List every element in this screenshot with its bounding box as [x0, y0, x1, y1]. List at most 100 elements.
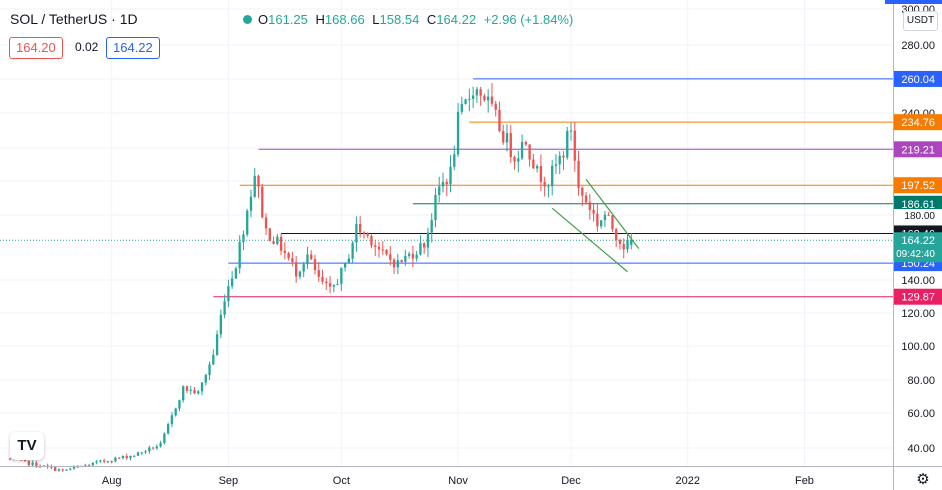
candle-body [84, 465, 87, 467]
level-price-label: 129.87 [901, 292, 935, 304]
candle-body [27, 460, 30, 466]
level-price-tag [894, 288, 942, 305]
candle-body [261, 186, 264, 218]
candle-body [615, 229, 618, 240]
candle-body [562, 155, 565, 158]
candle-body [611, 215, 614, 230]
candle-body [468, 98, 471, 100]
candle-body [630, 240, 633, 245]
candle-body [212, 354, 215, 365]
candle-body [592, 209, 595, 214]
candle-body [8, 458, 12, 460]
candle-body [441, 181, 445, 187]
candle-body [182, 386, 185, 401]
candle-body [159, 442, 162, 447]
tradingview-logo[interactable]: TV [10, 432, 44, 460]
level-price-label: 186.61 [901, 199, 935, 211]
close-label: C [426, 12, 437, 27]
candle-body [313, 259, 317, 271]
candle-body [426, 232, 430, 248]
candle-body [588, 202, 592, 210]
candle-body [306, 254, 309, 265]
gear-icon[interactable]: ⚙ [916, 471, 930, 488]
y-tick-label: 60.00 [907, 408, 935, 420]
candle-body [287, 253, 290, 259]
candle-body [227, 286, 230, 302]
candle-body [411, 253, 415, 259]
candle-body [419, 243, 422, 255]
candle-body [102, 460, 106, 462]
trendlines[interactable] [551, 178, 640, 273]
candle-body [291, 258, 294, 263]
trendline[interactable] [585, 178, 640, 250]
candle-body [513, 157, 516, 162]
spread-value: 0.02 [75, 40, 99, 54]
candle-body [257, 175, 260, 187]
current-price-label: 164.22 [901, 235, 935, 247]
x-tick-label: Nov [448, 475, 468, 487]
candle-body [268, 228, 271, 242]
candle-body [118, 457, 121, 459]
candle-body [358, 223, 362, 233]
candle-body [148, 447, 151, 452]
candle-body [272, 241, 275, 244]
candle-body [253, 175, 256, 197]
candle-body [599, 220, 603, 227]
y-tick-label: 100.00 [901, 341, 935, 353]
open-value: 161.25 [268, 12, 308, 27]
candle-body [607, 214, 610, 216]
candle-body [577, 160, 580, 188]
candle-body [283, 250, 287, 254]
candle-body [551, 165, 554, 187]
currency-unit-button[interactable]: USDT [903, 11, 938, 31]
candle-body [351, 242, 354, 259]
candle-body [430, 220, 433, 233]
candle-body [298, 271, 302, 277]
candle-body [121, 455, 125, 458]
candle-body [31, 462, 34, 466]
level-price-tag [894, 177, 942, 194]
candle-body [532, 159, 535, 169]
candle-body [517, 158, 520, 162]
candle-body [133, 455, 136, 457]
symbol-title[interactable]: SOL / TetherUS · 1D [10, 11, 138, 27]
candle-body [626, 239, 629, 250]
candle-body [554, 164, 558, 166]
candle-body [279, 236, 283, 251]
candle-body [407, 253, 411, 256]
toolbar-edge [885, 0, 942, 4]
horizontal-levels[interactable] [0, 78, 893, 298]
candle-body [57, 469, 61, 471]
sell-price-button[interactable]: 164.20 [9, 37, 63, 59]
candle-body [72, 466, 76, 469]
candle-body [185, 386, 189, 391]
candle-body [219, 314, 223, 335]
candle-body [136, 452, 140, 456]
candle-body [347, 258, 351, 263]
change-value: +2.96 (+1.84%) [483, 12, 574, 27]
candle-body [189, 389, 192, 391]
candle-body [50, 466, 53, 468]
candle-body [65, 469, 68, 471]
price-axis-labels: 260.04234.76219.21197.52186.61168.46150.… [894, 70, 942, 305]
candle-body [479, 89, 482, 96]
trendline[interactable] [551, 207, 628, 273]
candle-body [524, 142, 528, 145]
candle-body [23, 459, 27, 461]
candle-body [249, 196, 253, 211]
candle-body [415, 254, 418, 259]
candle-body [502, 130, 505, 143]
buy-price-button[interactable]: 164.22 [106, 37, 160, 59]
candle-body [246, 210, 249, 235]
candle-body [494, 103, 497, 110]
level-price-tag [894, 141, 942, 158]
x-tick-label: Feb [795, 475, 814, 487]
candle-body [163, 433, 166, 443]
candle-body [377, 246, 381, 250]
candle-body [528, 144, 531, 160]
candle-body [208, 364, 211, 376]
candle-body [20, 459, 23, 461]
candle-body [389, 254, 392, 260]
